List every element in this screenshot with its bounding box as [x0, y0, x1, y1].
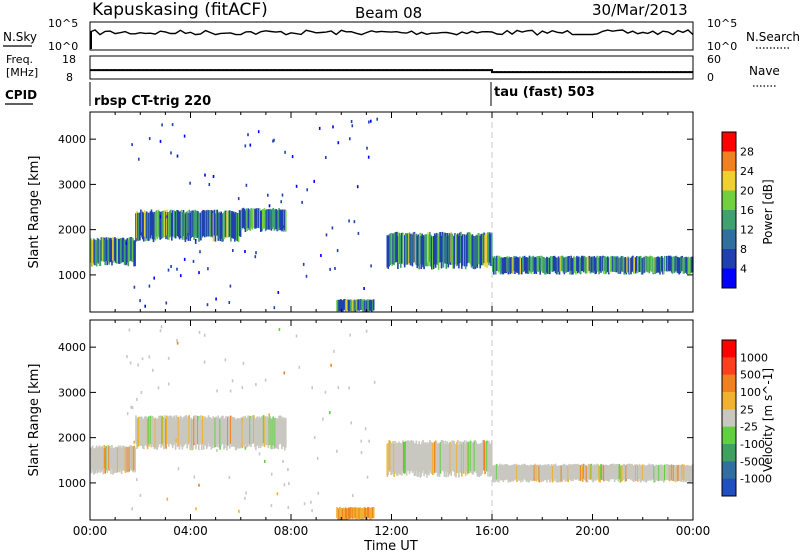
echo-band-1 [90, 444, 136, 475]
nave-trace [90, 69, 693, 74]
colorbar-tick-label: -25 [740, 421, 758, 434]
time-tick-label: 08:00 [274, 524, 309, 538]
colorbar-swatch [722, 151, 736, 172]
ytick-label: 1000 [58, 477, 86, 490]
echo-band-3 [240, 207, 287, 232]
colorbar-swatch [722, 357, 736, 376]
freq-unit: [MHz] [6, 66, 38, 79]
power-colorbar-title: Power [dB] [761, 179, 775, 244]
colorbar-tick-label: -1000 [740, 473, 772, 486]
colorbar-tick-label: 25 [740, 403, 754, 416]
time-tick-label: 04:00 [173, 524, 208, 538]
time-axis: 00:00 04:00 08:00 12:00 16:00 20:00 00:00 [73, 524, 711, 538]
ytick-label: 4000 [58, 341, 86, 354]
power-ylabel: Slant Range [km] [27, 156, 42, 269]
velocity-colorbar-title: Velocity [m s^-1] [761, 368, 775, 472]
colorbar-swatch [722, 132, 736, 152]
colorbar-swatch [722, 171, 736, 191]
ytick-label: 4000 [58, 133, 86, 146]
noise-left-tick-bottom: 10^0 [48, 40, 78, 53]
velocity-panel: 1000 2000 3000 4000 Slant Range [km] 1000 50… [27, 319, 775, 521]
echo-speckles [125, 117, 378, 310]
station-title: Kapuskasing (fitACF) [92, 0, 268, 20]
colorbar-tick-label: 24 [740, 165, 754, 178]
power-panel: 1000 2000 3000 4000 Slant Range [km] 28 24 20… [27, 111, 775, 313]
echo-band-2 [135, 415, 287, 451]
noise-sky-trace [89, 29, 694, 36]
noise-right-tick-bottom: 10^0 [707, 40, 737, 53]
noise-left-tick-top: 10^5 [48, 17, 78, 30]
colorbar-swatch [722, 392, 736, 410]
time-tick-label: 16:00 [475, 524, 510, 538]
cpid-segment-1: rbsp CT-trig 220 [94, 94, 211, 109]
colorbar-tick-label: -100 [740, 438, 765, 451]
colorbar-swatch [722, 229, 736, 250]
echo-speckles [126, 325, 376, 513]
noise-sky-label: N.Sky [3, 30, 37, 44]
velocity-ylabel: Slant Range [km] [27, 364, 42, 477]
nave-label: Nave [749, 64, 780, 78]
time-axis-title: Time UT [363, 539, 417, 554]
time-tick-label: 00:00 [73, 524, 108, 538]
colorbar-tick-label: 28 [740, 146, 754, 159]
echo-band-1 [90, 236, 136, 267]
colorbar-swatch [722, 409, 736, 428]
noise-panel: N.Sky 10^5 10^0 10^5 10^0 N.Search [3, 17, 800, 53]
colorbar-swatch [722, 478, 736, 497]
freq-tick-top: 18 [62, 53, 76, 66]
ytick-label: 2000 [58, 432, 86, 445]
colorbar-tick-label: -500 [740, 455, 765, 468]
colorbar-tick-label: 4 [740, 263, 747, 276]
ytick-label: 3000 [58, 386, 86, 399]
colorbar-swatch [722, 268, 736, 289]
echo-band-3 [386, 439, 493, 478]
echo-band-4 [386, 231, 493, 270]
colorbar-tick-label: 20 [740, 185, 754, 198]
colorbar-frame [721, 339, 737, 497]
colorbar-swatch [722, 461, 736, 480]
colorbar-tick-label: 1000 [740, 351, 768, 364]
colorbar-frame [721, 131, 737, 289]
cpid-label: CPID [5, 88, 37, 102]
colorbar-swatch [722, 426, 736, 445]
freq-tick-bottom: 8 [66, 71, 73, 84]
cpid-row: CPID rbsp CT-trig 220 tau (fast) 503 [5, 82, 595, 109]
time-tick-label: 12:00 [374, 524, 409, 538]
colorbar-tick-label: 100 [740, 386, 761, 399]
ytick-label: 2000 [58, 224, 86, 237]
colorbar-tick-label: 500 [740, 369, 761, 382]
echo-band-5 [336, 506, 375, 521]
colorbar-tick-label: 12 [740, 224, 754, 237]
echo-band-5 [492, 255, 694, 275]
frequency-panel: Freq. [MHz] 18 8 60 0 Nave [6, 53, 780, 87]
echo-band-2 [135, 209, 242, 243]
colorbar-tick-label: 16 [740, 204, 754, 217]
colorbar-swatch [722, 190, 736, 211]
colorbar-swatch [722, 374, 736, 393]
colorbar-swatch [722, 444, 736, 462]
nave-tick-bottom: 0 [707, 71, 714, 84]
ytick-label: 3000 [58, 178, 86, 191]
cpid-segment-2: tau (fast) 503 [494, 85, 595, 100]
beam-label: Beam 08 [355, 4, 422, 22]
freq-label: Freq. [6, 53, 33, 66]
ytick-label: 1000 [58, 269, 86, 282]
time-tick-label: 00:00 [676, 524, 711, 538]
nave-tick-top: 60 [707, 53, 721, 66]
time-tick-label: 20:00 [575, 524, 610, 538]
echo-band-4 [492, 463, 694, 483]
colorbar-swatch [722, 340, 736, 358]
echo-band-6 [336, 299, 375, 313]
noise-search-label: N.Search [746, 30, 800, 44]
colorbar-swatch [722, 249, 736, 269]
date-label: 30/Mar/2013 [592, 1, 688, 19]
colorbar-swatch [722, 210, 736, 230]
noise-right-tick-top: 10^5 [707, 17, 737, 30]
colorbar-tick-label: 8 [740, 243, 747, 256]
